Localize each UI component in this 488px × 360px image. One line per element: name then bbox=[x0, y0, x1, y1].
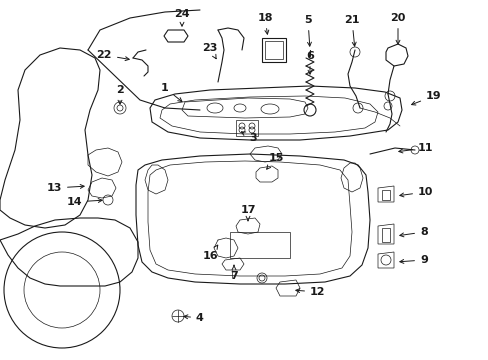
Text: 7: 7 bbox=[230, 265, 237, 281]
Text: 1: 1 bbox=[161, 83, 182, 102]
Text: 9: 9 bbox=[399, 255, 427, 265]
Text: 5: 5 bbox=[304, 15, 311, 46]
Text: 11: 11 bbox=[398, 143, 433, 153]
Text: 16: 16 bbox=[202, 245, 217, 261]
Text: 14: 14 bbox=[66, 197, 102, 207]
Text: 12: 12 bbox=[295, 287, 325, 297]
Text: 15: 15 bbox=[266, 153, 283, 169]
Text: 17: 17 bbox=[240, 205, 255, 221]
Text: 2: 2 bbox=[116, 85, 123, 104]
Text: 19: 19 bbox=[411, 91, 441, 105]
Text: 10: 10 bbox=[399, 187, 432, 197]
Text: 21: 21 bbox=[344, 15, 359, 46]
Text: 20: 20 bbox=[389, 13, 405, 44]
Text: 24: 24 bbox=[174, 9, 189, 26]
Text: 3: 3 bbox=[241, 132, 256, 143]
Text: 4: 4 bbox=[183, 313, 203, 323]
Text: 18: 18 bbox=[257, 13, 272, 34]
Text: 8: 8 bbox=[399, 227, 427, 237]
Text: 22: 22 bbox=[96, 50, 129, 60]
Text: 23: 23 bbox=[202, 43, 217, 59]
Text: 6: 6 bbox=[305, 51, 313, 74]
Text: 13: 13 bbox=[46, 183, 84, 193]
